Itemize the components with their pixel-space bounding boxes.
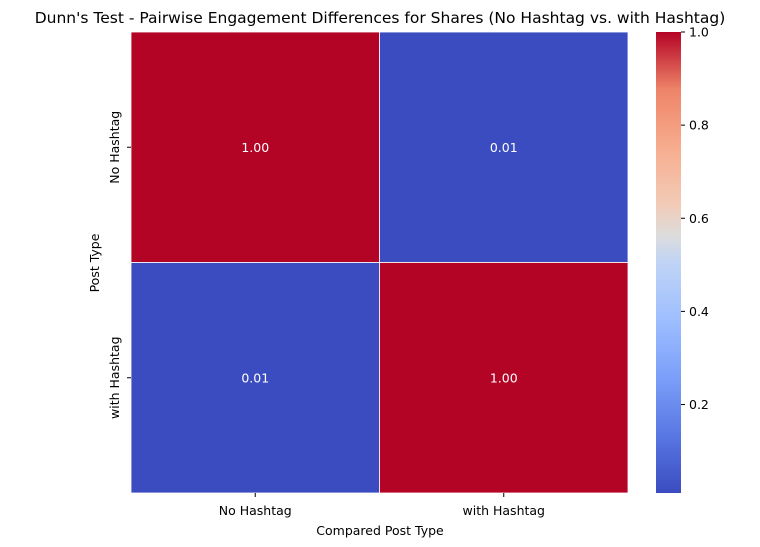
colorbar bbox=[656, 32, 681, 493]
cell-value-label: 0.01 bbox=[490, 140, 518, 155]
colorbar-tick-label: 0.2 bbox=[689, 397, 709, 412]
colorbar-tick-label: 1.0 bbox=[689, 25, 709, 40]
y-axis-label: Post Type bbox=[87, 233, 102, 292]
x-axis-label: Compared Post Type bbox=[316, 523, 444, 538]
x-axis-ticks: No Hashtag with Hashtag bbox=[219, 493, 545, 518]
heatmap-cell-labels: 1.00 0.01 0.01 1.00 bbox=[241, 140, 517, 386]
heatmap-cell bbox=[379, 31, 629, 263]
x-tick-label: with Hashtag bbox=[463, 503, 545, 518]
heatmap-cells bbox=[130, 31, 629, 494]
cell-value-label: 0.01 bbox=[241, 370, 269, 385]
x-tick-label: No Hashtag bbox=[219, 503, 292, 518]
y-tick-label: with Hashtag bbox=[107, 337, 122, 419]
cell-value-label: 1.00 bbox=[490, 370, 518, 385]
cell-value-label: 1.00 bbox=[241, 140, 269, 155]
heatmap-cell bbox=[379, 262, 629, 494]
colorbar-tick-label: 0.6 bbox=[689, 211, 709, 226]
colorbar-tick-label: 0.8 bbox=[689, 118, 709, 133]
heatmap-cell bbox=[130, 262, 380, 494]
y-axis-ticks: No Hashtag with Hashtag bbox=[107, 111, 131, 419]
colorbar-tick-label: 0.4 bbox=[689, 304, 709, 319]
colorbar-ticks: 0.2 0.4 0.6 0.8 1.0 bbox=[681, 25, 709, 412]
y-tick-label: No Hashtag bbox=[107, 111, 122, 184]
heatmap-cell bbox=[130, 31, 380, 263]
chart-title: Dunn's Test - Pairwise Engagement Differ… bbox=[35, 9, 726, 27]
